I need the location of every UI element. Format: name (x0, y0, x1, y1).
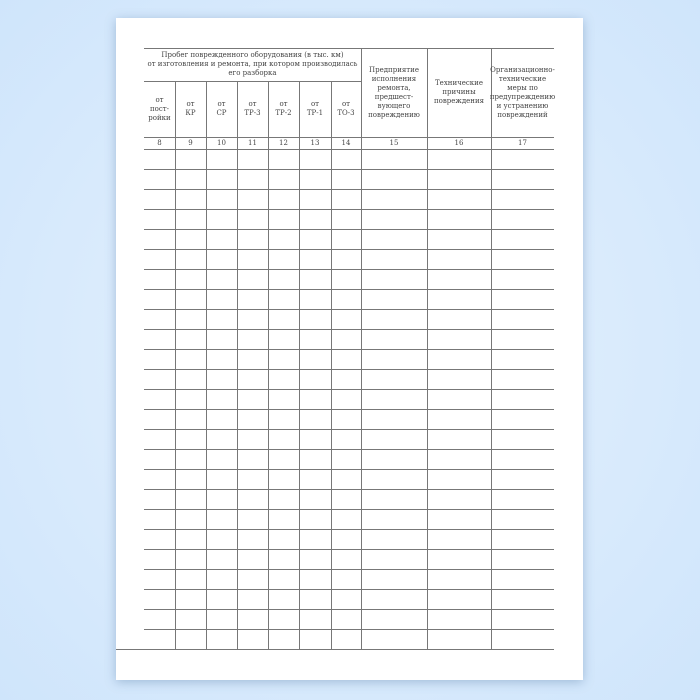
row-divider (144, 549, 554, 550)
column-number: 17 (518, 138, 527, 147)
column-divider (175, 81, 176, 649)
column-divider (268, 81, 269, 649)
group-header-divider (144, 81, 361, 82)
column-divider (237, 81, 238, 649)
subheader-4: от ТР-2 (275, 100, 292, 117)
column-number: 14 (341, 138, 351, 147)
subheader-1: от КР (185, 100, 196, 117)
row-divider (144, 469, 554, 470)
column-divider (299, 81, 300, 649)
table-top-border (144, 48, 554, 49)
column-number: 10 (217, 138, 226, 147)
row-divider (144, 349, 554, 350)
row-divider (144, 569, 554, 570)
column-number: 13 (310, 138, 320, 147)
column-number: 8 (157, 138, 162, 147)
subheader-2: от СР (216, 100, 227, 117)
row-divider (144, 409, 554, 410)
header-2: Организационно- технические меры по пред… (489, 65, 556, 119)
row-divider (144, 429, 554, 430)
row-divider (144, 609, 554, 610)
row-divider (144, 209, 554, 210)
subheader-5: от ТР-1 (306, 100, 324, 117)
row-divider (144, 329, 554, 330)
header-1: Технические причины повреждения (433, 79, 485, 105)
row-divider (144, 489, 554, 490)
column-divider (491, 48, 492, 649)
column-divider (206, 81, 207, 649)
column-divider (361, 48, 362, 649)
subheader-0: от пост- ройки (148, 95, 171, 122)
row-divider (144, 289, 554, 290)
row-divider (144, 389, 554, 390)
column-divider (427, 48, 428, 649)
row-divider (144, 169, 554, 170)
column-divider (331, 81, 332, 649)
column-number: 15 (389, 138, 399, 147)
row-divider (144, 229, 554, 230)
column-number: 16 (454, 138, 464, 147)
row-divider (144, 629, 554, 630)
group-header: Пробег поврежденного оборудования (в тыс… (147, 51, 358, 77)
column-number: 12 (279, 138, 288, 147)
row-divider (144, 309, 554, 310)
subheader-3: от ТР-3 (244, 100, 261, 117)
column-number-top (144, 137, 554, 138)
subheader-6: от ТО-3 (337, 100, 355, 117)
row-divider (144, 149, 554, 150)
column-number: 9 (188, 138, 193, 147)
row-divider (144, 449, 554, 450)
table-bottom-border (116, 649, 554, 650)
header-0: Предприятие исполнения ремонта, предшест… (368, 65, 420, 119)
column-number: 11 (248, 138, 257, 147)
row-divider (144, 249, 554, 250)
row-divider (144, 529, 554, 530)
row-divider (144, 189, 554, 190)
row-divider (144, 509, 554, 510)
row-divider (144, 369, 554, 370)
row-divider (144, 269, 554, 270)
row-divider (144, 589, 554, 590)
